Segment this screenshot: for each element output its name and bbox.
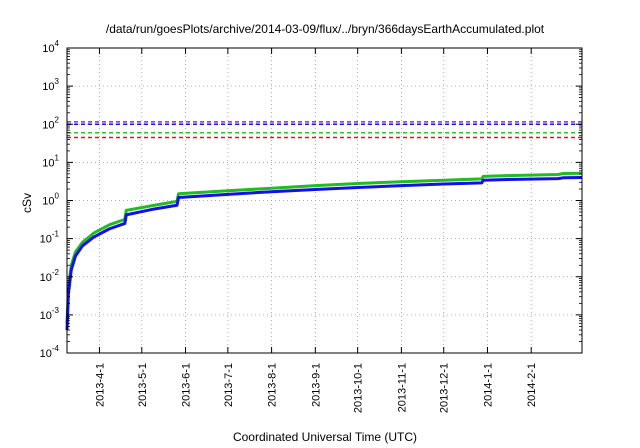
y-tick-exponent: -3 xyxy=(52,306,60,315)
y-tick-label: 101 xyxy=(42,153,59,169)
chart-title: /data/run/goesPlots/archive/2014-03-09/f… xyxy=(106,22,545,36)
y-tick-exponent: 3 xyxy=(55,77,60,86)
y-tick-exponent: -1 xyxy=(52,230,60,239)
x-tick-label: 2013-8-1 xyxy=(267,363,279,407)
y-tick-base: 10 xyxy=(40,348,52,360)
y-tick-base: 10 xyxy=(42,157,54,169)
y-tick-base: 10 xyxy=(40,234,52,246)
y-tick-base: 10 xyxy=(40,310,52,322)
x-tick-label: 2013-4-1 xyxy=(94,363,106,407)
y-tick-exponent: 4 xyxy=(55,39,60,48)
plot-frame xyxy=(66,47,583,354)
y-tick-label: 10-4 xyxy=(40,344,60,360)
y-tick-exponent: 0 xyxy=(55,192,60,201)
grid xyxy=(67,48,582,353)
series-line-1 xyxy=(65,176,583,331)
y-tick-label: 10-2 xyxy=(40,268,60,284)
y-tick-exponent: -2 xyxy=(52,268,60,277)
y-tick-label: 10-3 xyxy=(40,306,60,322)
series-line-0 xyxy=(65,171,583,324)
x-axis: 2013-4-1 2013-5-1 2013-6-1 2013-7-1 2013-8-1… xyxy=(94,48,538,413)
x-tick-label: 2014-2-1 xyxy=(526,363,538,407)
x-tick-label: 2013-9-1 xyxy=(310,363,322,407)
y-tick-label: 102 xyxy=(42,115,59,131)
y-tick-base: 10 xyxy=(42,43,54,55)
reference-lines xyxy=(67,121,582,139)
y-tick-base: 10 xyxy=(42,119,54,131)
x-tick-label: 2013-12-1 xyxy=(439,363,451,413)
y-tick-exponent: 1 xyxy=(55,153,60,162)
x-tick-label: 2013-11-1 xyxy=(396,363,408,412)
y-axis-label: cSv xyxy=(20,193,34,213)
y-tick-exponent: 2 xyxy=(55,115,60,124)
y-tick-label: 103 xyxy=(42,77,59,93)
x-tick-label: 2014-1-1 xyxy=(482,363,494,407)
y-tick-base: 10 xyxy=(40,272,52,284)
y-tick-label: 100 xyxy=(42,192,59,208)
x-tick-label: 2013-6-1 xyxy=(181,363,193,407)
y-tick-label: 104 xyxy=(42,39,59,55)
y-tick-label: 10-1 xyxy=(40,230,60,246)
x-axis-label: Coordinated Universal Time (UTC) xyxy=(233,430,417,444)
y-tick-exponent: -4 xyxy=(52,344,60,353)
x-tick-label: 2013-5-1 xyxy=(137,363,149,407)
x-tick-label: 2013-10-1 xyxy=(353,363,365,413)
y-tick-base: 10 xyxy=(42,81,54,93)
series-layer xyxy=(65,171,583,331)
y-tick-base: 10 xyxy=(42,196,54,208)
x-tick-label: 2013-7-1 xyxy=(223,363,235,407)
